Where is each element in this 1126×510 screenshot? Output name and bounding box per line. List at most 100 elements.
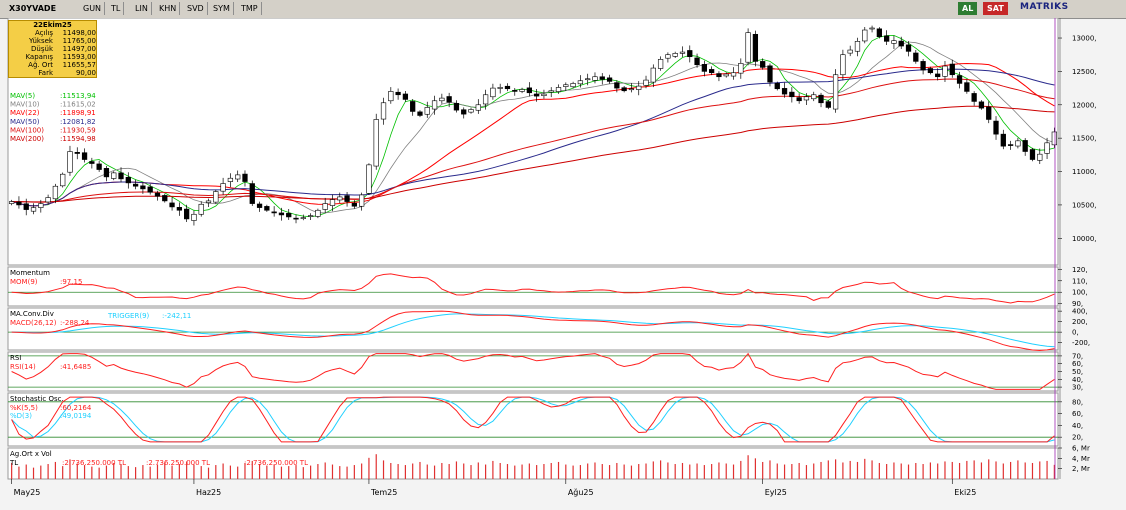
panel-frame — [7, 351, 1059, 392]
symbol-label[interactable]: X30YVADE — [9, 4, 57, 13]
template-button[interactable]: TMP — [238, 2, 262, 15]
candle-body — [154, 192, 161, 197]
buy-button[interactable]: AL — [958, 2, 978, 15]
ma-legend-value: :11898,91 — [60, 109, 96, 117]
candle-body — [118, 172, 124, 180]
candle-body — [949, 63, 955, 76]
candle-body — [650, 67, 656, 83]
candle-body — [657, 59, 664, 69]
chart-panel-0: 13000, 12500, 12000, 11500, 11000, 10500, 1000… — [7, 18, 1097, 266]
y-tick-label: -200, — [1072, 339, 1090, 347]
candle-body — [23, 203, 29, 210]
candle-body — [745, 32, 751, 63]
candle-body — [366, 164, 372, 194]
y-tick-label: 110, — [1072, 277, 1088, 285]
stoch-d-legend-label: %D(3) — [10, 412, 32, 420]
y-tick-label: 12500, — [1072, 68, 1097, 76]
candle-body — [67, 151, 73, 173]
candle-body — [541, 93, 547, 97]
ma-legend-value: :11594,98 — [60, 135, 96, 143]
candle-body — [862, 29, 868, 42]
candle-body — [300, 217, 306, 219]
x-tick-label: May25 — [14, 488, 41, 497]
candle-body — [1007, 144, 1014, 146]
ma-legend-label: MAV(200) — [10, 135, 44, 143]
candle-body — [344, 195, 350, 202]
candle-body — [402, 93, 409, 100]
candle-body — [293, 217, 299, 220]
candle-body — [16, 201, 22, 206]
candle-body — [519, 89, 525, 92]
rsi-legend-label: RSI(14) — [10, 363, 36, 371]
panel-frame — [7, 18, 1059, 266]
candle-body — [184, 208, 190, 220]
ma-legend-label: MAV(10) — [10, 101, 40, 109]
y-tick-label: 30, — [1072, 384, 1083, 392]
info-value: 11497,00 — [62, 45, 96, 53]
candle-body — [716, 73, 722, 78]
currency-button[interactable]: TL — [108, 2, 125, 15]
candle-body — [548, 90, 554, 93]
candle-body — [9, 201, 15, 204]
rsi-line — [11, 352, 1055, 390]
y-tick-label: 120, — [1072, 266, 1088, 274]
candle-body — [446, 96, 452, 103]
panel-title: Momentum — [10, 269, 50, 277]
candle-body — [512, 90, 518, 92]
candle-body — [614, 82, 620, 89]
stoch-k-legend-label: %K(5,5) — [10, 404, 38, 412]
candle-body — [169, 202, 175, 208]
symbol-button[interactable]: SYM — [210, 2, 234, 15]
candle-body — [96, 163, 102, 170]
trigger-line — [11, 313, 1055, 348]
y-tick-label: 4, Mr — [1072, 455, 1090, 463]
y-tick-label: 12000, — [1072, 101, 1097, 109]
candle-body — [431, 100, 438, 110]
info-label: Ağ. Ort — [28, 61, 53, 69]
candle-body — [876, 28, 882, 37]
ma-line-200 — [11, 105, 1055, 203]
candle-body — [213, 191, 219, 203]
info-label: Kapanış — [25, 53, 53, 61]
candle-body — [81, 152, 88, 160]
info-label: Düşük — [31, 45, 53, 53]
volume-button[interactable]: SVD — [184, 2, 208, 15]
candle-body — [74, 152, 80, 154]
candle-body — [942, 65, 948, 77]
candle-body — [249, 183, 255, 204]
panel-frame — [7, 447, 1059, 480]
y-tick-label: 0, — [1072, 329, 1079, 337]
candle-body — [1044, 142, 1050, 154]
candle-body — [971, 93, 977, 102]
candle-body — [468, 109, 474, 113]
sell-button[interactable]: SAT — [983, 2, 1008, 15]
x-tick-label: Haz25 — [196, 488, 221, 497]
panel-title: RSI — [10, 354, 21, 362]
candle-body — [373, 119, 379, 167]
candle-button[interactable]: KHN — [156, 2, 181, 15]
stoch-k-legend-value: :60,2164 — [60, 404, 92, 412]
macd-legend-label: MACD(26,12) — [10, 319, 57, 327]
candle-body — [380, 102, 387, 120]
candle-body — [920, 61, 926, 71]
ma-legend-label: MAV(50) — [10, 118, 40, 126]
ma-legend-value: :11513,94 — [60, 92, 96, 100]
momentum-legend-value: :97,15 — [60, 278, 82, 286]
scale-button[interactable]: LIN — [132, 2, 152, 15]
y-tick-label: 20, — [1072, 434, 1083, 442]
panel-title: Ag.Ort x Vol — [10, 450, 52, 458]
momentum-legend-label: MOM(9) — [10, 278, 38, 286]
candle-body — [672, 53, 678, 57]
candle-body — [781, 88, 788, 95]
candle-body — [854, 41, 861, 52]
y-tick-label: 40, — [1072, 376, 1083, 384]
candle-body — [869, 27, 875, 30]
y-tick-label: 60, — [1072, 360, 1083, 368]
candle-body — [351, 202, 357, 207]
ma-legend-value: :11615,02 — [60, 101, 96, 109]
candle-body — [1015, 140, 1021, 147]
panel-frame — [7, 392, 1059, 447]
candle-body — [504, 85, 511, 90]
candle-body — [789, 91, 795, 98]
period-button[interactable]: GUN — [80, 2, 106, 15]
